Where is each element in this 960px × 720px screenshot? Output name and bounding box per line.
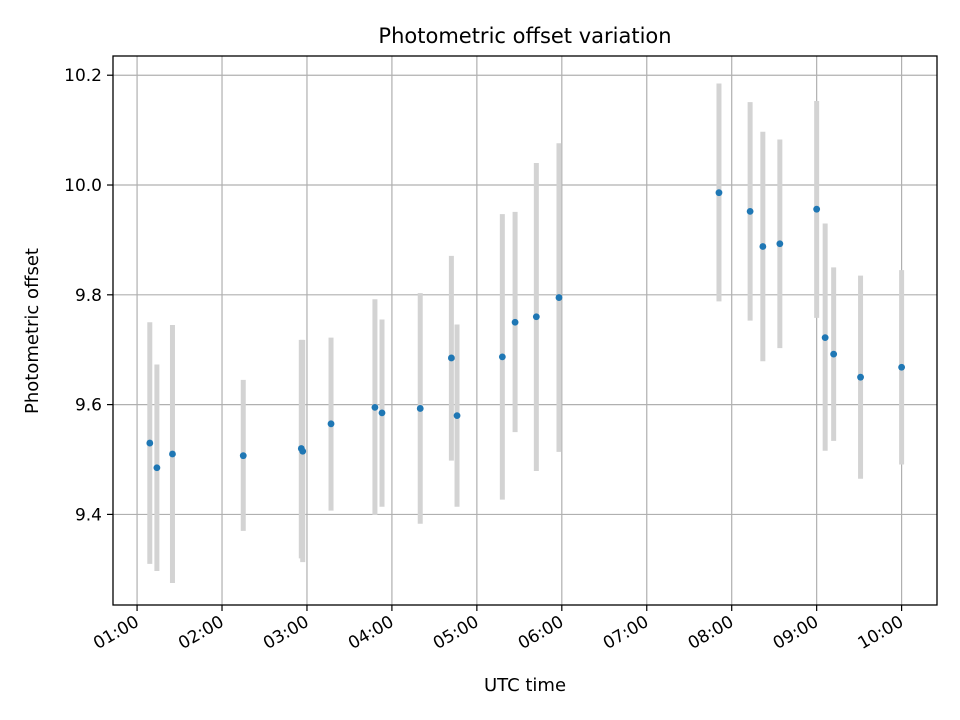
- y-tick-label: 9.8: [75, 286, 102, 306]
- x-axis-ticks: 01:00 02:00 03:00 04:00 05:00 06:00 07:00 08:00…: [90, 605, 907, 654]
- data-point: [715, 189, 723, 197]
- data-point: [898, 363, 906, 371]
- data-points: [146, 189, 906, 472]
- data-point: [511, 318, 519, 326]
- data-point: [857, 373, 864, 381]
- data-point: [821, 334, 829, 342]
- data-point: [759, 243, 767, 250]
- x-tick-label: 10:00: [855, 612, 907, 654]
- y-tick-label: 9.6: [75, 396, 102, 416]
- data-point: [746, 207, 754, 215]
- x-tick-label: 02:00: [175, 612, 227, 654]
- data-point: [327, 420, 335, 428]
- x-tick-label: 09:00: [770, 612, 822, 654]
- x-tick-label: 08:00: [685, 612, 737, 654]
- data-point: [239, 452, 247, 460]
- data-point: [416, 405, 424, 412]
- x-tick-label: 01:00: [90, 612, 142, 654]
- x-axis-label: UTC time: [484, 675, 566, 696]
- plot-frame: [112, 55, 938, 606]
- x-tick-label: 06:00: [515, 612, 567, 654]
- y-tick-label: 10.0: [64, 176, 102, 196]
- data-point: [378, 409, 386, 417]
- y-tick-label: 9.4: [75, 505, 102, 525]
- y-tick-label: 10.2: [64, 66, 102, 86]
- x-tick-label: 05:00: [430, 612, 482, 654]
- error-bars: [147, 83, 905, 584]
- x-tick-label: 07:00: [600, 612, 652, 654]
- data-point: [453, 412, 461, 419]
- data-point: [447, 354, 455, 362]
- y-axis-ticks: 9.4 9.6 9.8 10.0 10.2: [64, 66, 113, 525]
- x-tick-label: 03:00: [260, 612, 312, 654]
- data-point: [813, 205, 821, 213]
- data-point: [776, 240, 784, 248]
- x-tick-label: 04:00: [345, 612, 397, 654]
- chart-title: Photometric offset variation: [378, 24, 671, 48]
- y-axis-label: Photometric offset: [22, 248, 43, 414]
- data-point: [371, 403, 379, 411]
- data-point: [299, 447, 307, 455]
- data-point: [169, 450, 176, 458]
- data-point: [153, 464, 161, 472]
- grid-lines: [113, 56, 937, 605]
- data-point: [498, 353, 506, 361]
- data-point: [830, 350, 838, 358]
- data-point: [146, 439, 154, 447]
- data-point: [532, 313, 540, 321]
- data-point: [555, 294, 563, 301]
